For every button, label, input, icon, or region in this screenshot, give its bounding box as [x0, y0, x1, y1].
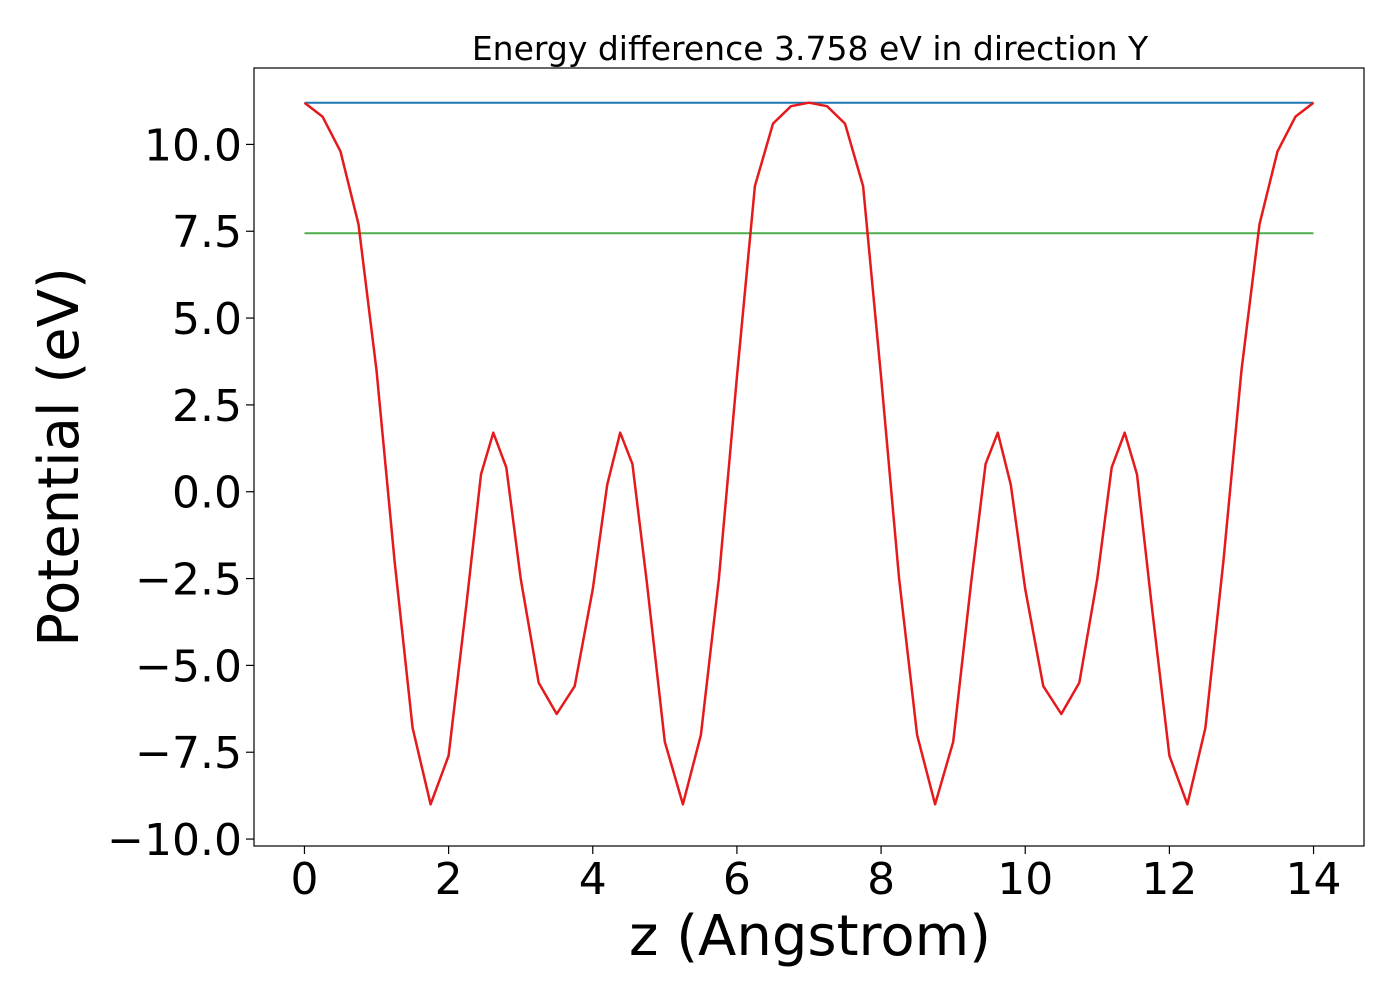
x-tick-label: 8 — [867, 854, 895, 905]
x-tick-label: 10 — [997, 854, 1053, 905]
x-axis-title: z (Angstrom) — [629, 904, 991, 969]
y-tick-label: −2.5 — [135, 555, 242, 606]
y-tick-label: 10.0 — [144, 120, 242, 171]
x-axis-ticks: 0 2 4 6 8 10 12 14 — [290, 846, 1342, 905]
y-axis-ticks: 10.0 7.5 5.0 2.5 0.0 −2.5 −5.0 −7.5 −10.0 — [107, 120, 254, 866]
chart-title: Energy difference 3.758 eV in direction … — [472, 29, 1149, 68]
y-tick-label: 2.5 — [172, 381, 242, 432]
series-layer — [303, 101, 1315, 806]
x-tick-label: 0 — [290, 854, 318, 905]
x-tick-label: 4 — [579, 854, 607, 905]
plot-frame — [253, 67, 1365, 847]
x-tick-label: 6 — [723, 854, 751, 905]
y-tick-label: −7.5 — [135, 728, 242, 779]
y-tick-label: −10.0 — [107, 815, 242, 866]
y-axis-title: Potential (eV) — [27, 267, 92, 647]
series-line-potential — [303, 101, 1315, 806]
y-tick-label: 7.5 — [172, 207, 242, 258]
y-tick-label: −5.0 — [135, 641, 242, 692]
x-tick-label: 2 — [435, 854, 463, 905]
x-tick-label: 14 — [1286, 854, 1342, 905]
y-tick-label: 0.0 — [172, 468, 242, 519]
y-tick-label: 5.0 — [172, 294, 242, 345]
x-tick-label: 12 — [1141, 854, 1197, 905]
